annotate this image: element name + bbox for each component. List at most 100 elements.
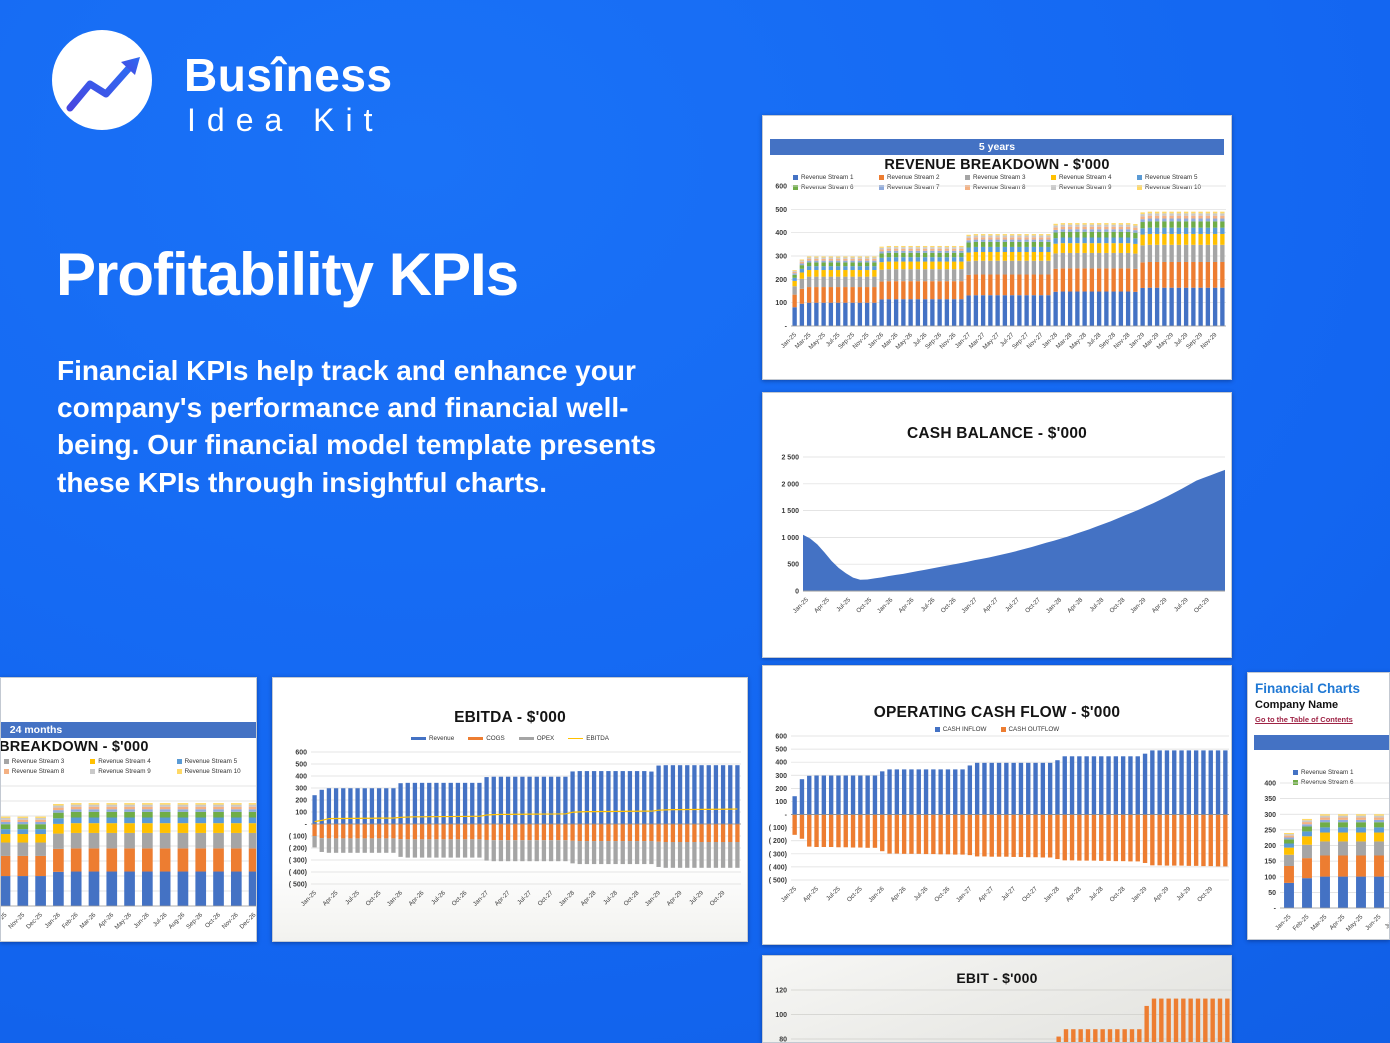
svg-text:100: 100	[775, 799, 787, 806]
svg-text:Apr-26: Apr-26	[407, 889, 425, 907]
svg-text:Nov-29: Nov-29	[1199, 331, 1218, 350]
svg-text:2 000: 2 000	[781, 481, 799, 488]
svg-text:Apr-26: Apr-26	[889, 885, 907, 903]
legend-swatch-icon	[1051, 185, 1056, 190]
legend-item: Revenue	[410, 735, 454, 742]
legend-item: Revenue Stream 2	[879, 174, 965, 181]
svg-text:120: 120	[775, 988, 787, 995]
svg-text:Oct-28: Oct-28	[1108, 596, 1126, 614]
svg-text:Jul-27: Jul-27	[1004, 596, 1021, 613]
svg-text:Nov-26: Nov-26	[221, 911, 240, 930]
svg-text:Jan-25: Jan-25	[300, 889, 319, 908]
svg-text:2 500: 2 500	[781, 455, 799, 462]
legend-swatch-icon	[1293, 770, 1298, 775]
svg-text:Oct-25: Oct-25	[364, 889, 382, 907]
svg-text:Jan-29: Jan-29	[644, 889, 663, 908]
legend-item: OPEX	[518, 735, 554, 742]
svg-text:100: 100	[775, 300, 787, 307]
legend-swatch-icon	[934, 727, 940, 732]
legend-item: Revenue Stream 10	[176, 768, 256, 775]
svg-text:80: 80	[779, 1037, 787, 1043]
svg-text:Mar-26: Mar-26	[79, 911, 98, 930]
svg-text:Jul-25: Jul-25	[835, 596, 852, 613]
legend-item: Revenue Stream 8	[965, 184, 1051, 191]
legend-swatch-icon	[965, 185, 970, 190]
svg-text:Mar-25: Mar-25	[1310, 913, 1329, 932]
svg-text:-: -	[785, 812, 788, 819]
legend-item: Revenue Stream 7	[879, 184, 965, 191]
svg-text:100: 100	[775, 1012, 787, 1019]
svg-text:Apr-27: Apr-27	[982, 596, 1000, 614]
svg-text:Jan-25: Jan-25	[1274, 913, 1293, 932]
svg-text:-: -	[1274, 906, 1277, 913]
svg-text:Jan-26: Jan-26	[43, 911, 62, 930]
panel-revenue-breakdown-24m: 24 months REVENUE BREAKDOWN - $'000 Reve…	[0, 677, 257, 942]
legend-swatch-icon	[1051, 175, 1056, 180]
svg-text:May-25: May-25	[807, 331, 827, 351]
svg-text:Nov-26: Nov-26	[938, 331, 957, 350]
chart-operating-cash-flow: 600 500 400 300 200 100 - ( 100) ( 200) ( 300) ( 4…	[763, 666, 1231, 944]
svg-text:300: 300	[775, 254, 787, 261]
svg-text:Jul-26: Jul-26	[920, 596, 937, 613]
svg-text:Oct-29: Oct-29	[1193, 596, 1211, 614]
svg-text:Jul-28: Jul-28	[1088, 596, 1105, 613]
svg-text:Jul-25: Jul-25	[1384, 913, 1390, 930]
legend-item: Revenue Stream 8	[3, 768, 90, 775]
chart-revenue-breakdown-24m: Jan-25Feb-25Mar-25Apr-25May-25Jun-25Jul-…	[1, 678, 256, 941]
svg-text:Apr-25: Apr-25	[1328, 913, 1346, 931]
svg-text:600: 600	[295, 750, 307, 757]
brand-name: Busîness	[184, 49, 393, 101]
page-description: Financial KPIs help track and enhance yo…	[57, 355, 657, 498]
legend-swatch-icon	[793, 185, 798, 190]
svg-text:Jan-28: Jan-28	[1045, 596, 1064, 615]
legend-operating-cash-flow: CASH INFLOW CASH OUTFLOW	[763, 726, 1231, 733]
legend-item: Revenue Stream 9	[90, 768, 176, 775]
svg-text:400: 400	[1264, 781, 1276, 788]
logo-icon	[52, 30, 152, 130]
legend-revenue-streams-5y: Revenue Stream 1 Revenue Stream 2 Revenue …	[793, 174, 1223, 191]
legend-swatch-icon	[1000, 727, 1006, 732]
svg-text:Oct-29: Oct-29	[708, 889, 726, 907]
svg-text:50: 50	[1268, 890, 1276, 897]
svg-text:( 500): ( 500)	[769, 878, 787, 885]
svg-text:Jan-27: Jan-27	[472, 889, 491, 908]
svg-text:Jan-25: Jan-25	[792, 596, 811, 615]
legend-swatch-icon	[518, 736, 534, 741]
svg-text:400: 400	[775, 230, 787, 237]
chart-ebit: 120 100 80	[763, 956, 1231, 1042]
svg-text:1 000: 1 000	[781, 535, 799, 542]
svg-text:Sep-26: Sep-26	[185, 911, 204, 930]
banner-24-months: 24 months	[1, 722, 256, 738]
svg-text:Jun-26: Jun-26	[132, 911, 151, 930]
svg-text:( 100): ( 100)	[769, 825, 787, 832]
legend-item: COGS	[468, 735, 505, 742]
svg-text:Aug-26: Aug-26	[167, 911, 186, 930]
svg-text:600: 600	[775, 734, 787, 741]
svg-text:100: 100	[1264, 874, 1276, 881]
svg-text:( 500): ( 500)	[289, 882, 307, 889]
svg-text:( 200): ( 200)	[769, 838, 787, 845]
table-of-contents-link[interactable]: Go to the Table of Contents	[1255, 715, 1353, 724]
legend-swatch-icon	[3, 769, 9, 774]
svg-text:500: 500	[775, 207, 787, 214]
legend-swatch-icon	[965, 175, 970, 180]
svg-text:200: 200	[1264, 843, 1276, 850]
chart-title-cash-balance: CASH BALANCE - $'000	[907, 425, 1087, 442]
svg-text:( 400): ( 400)	[769, 864, 787, 871]
svg-text:Jan-25: Jan-25	[780, 885, 799, 904]
svg-text:Feb-25: Feb-25	[1292, 913, 1311, 932]
svg-text:May-25: May-25	[1345, 913, 1365, 933]
svg-text:Jul-28: Jul-28	[1088, 885, 1105, 902]
svg-text:Apr-25: Apr-25	[321, 889, 339, 907]
legend-item: Revenue Stream 4	[90, 758, 176, 765]
svg-text:Oct-26: Oct-26	[450, 889, 468, 907]
svg-text:500: 500	[787, 562, 799, 569]
svg-text:( 400): ( 400)	[289, 870, 307, 877]
svg-text:Jul-28: Jul-28	[602, 889, 619, 906]
svg-text:Oct-28: Oct-28	[1108, 885, 1126, 903]
sheet-banner	[1254, 735, 1389, 750]
svg-text:Jun-25: Jun-25	[1364, 913, 1383, 932]
